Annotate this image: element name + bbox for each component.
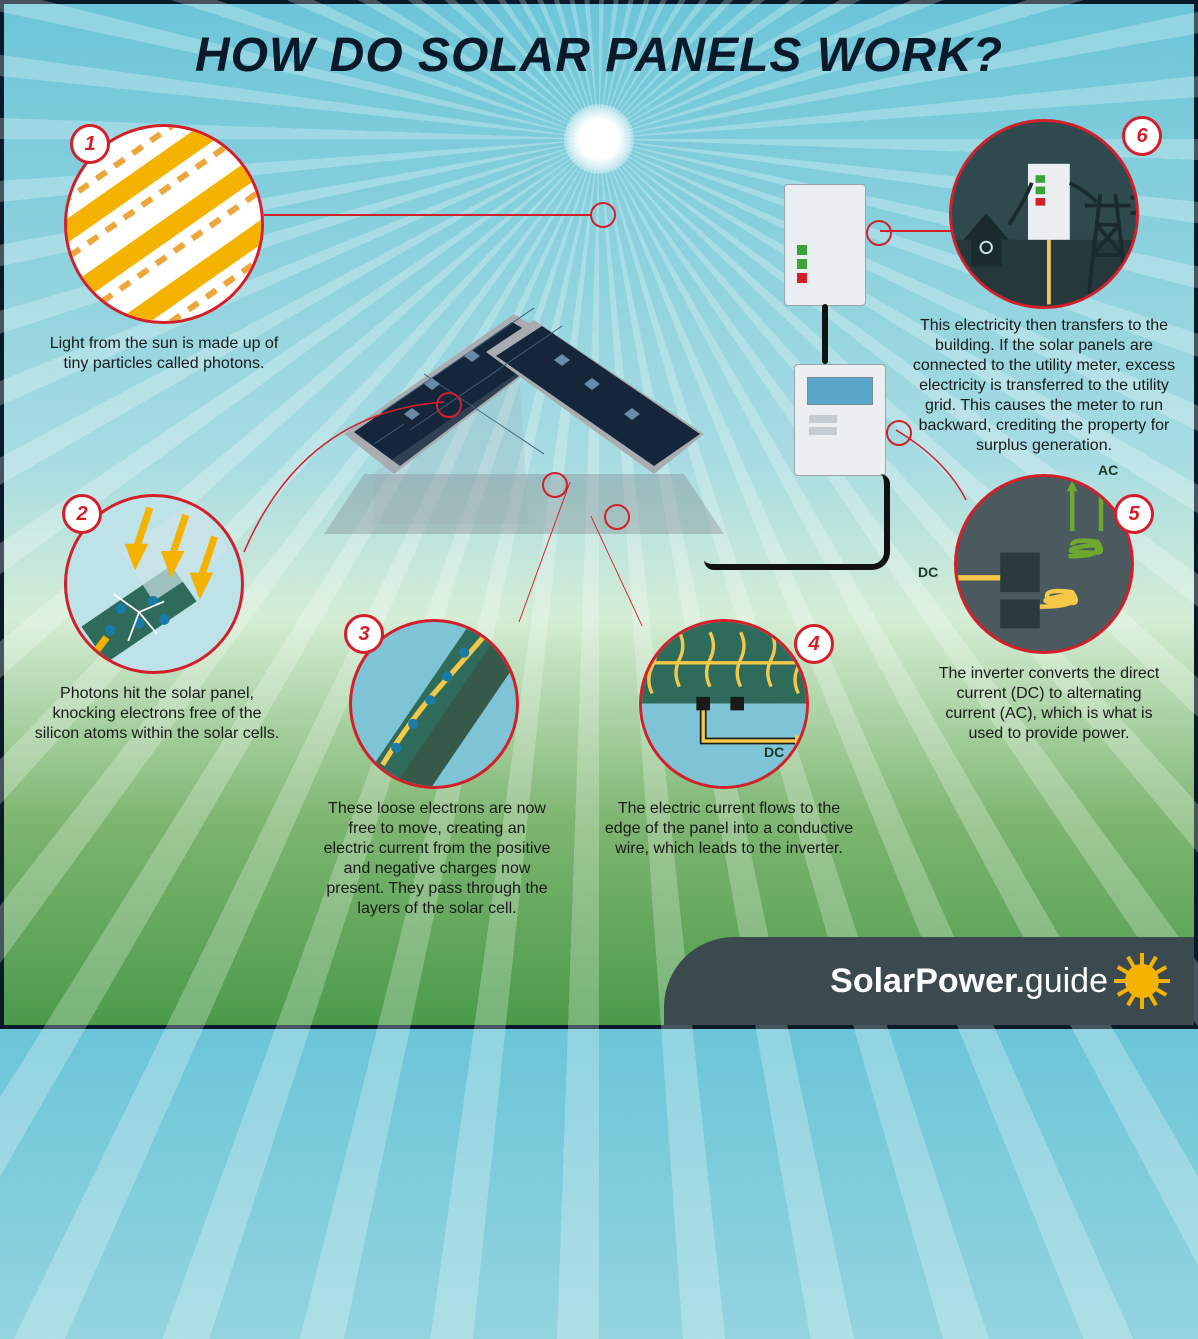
step-3-badge: 3 — [344, 614, 384, 654]
step-5-circle — [954, 474, 1134, 654]
brand-light: guide — [1025, 962, 1108, 1001]
step-6-badge: 6 — [1122, 116, 1162, 156]
step-4-caption: The electric current flows to the edge o… — [604, 799, 854, 859]
connector-6 — [880, 230, 952, 232]
step-5-ac-label: AC — [1098, 462, 1118, 478]
footer-brand: SolarPower.guide — [664, 937, 1194, 1025]
footer-sun-icon — [1116, 955, 1168, 1007]
step-5-badge: 5 — [1114, 494, 1154, 534]
connector-1 — [264, 214, 592, 216]
step-5-caption: The inverter converts the direct current… — [934, 664, 1164, 744]
connector-dot-sun — [590, 202, 616, 228]
cable-2 — [704, 474, 890, 570]
step-6-circle — [949, 119, 1139, 309]
brand-bold: SolarPower. — [830, 962, 1025, 1001]
step-1-badge: 1 — [70, 124, 110, 164]
meter-box-illustration — [784, 184, 866, 306]
inverter-box-illustration — [794, 364, 886, 476]
step-4-badge: 4 — [794, 624, 834, 664]
step-1-caption: Light from the sun is made up of tiny pa… — [44, 334, 284, 374]
step-2-badge: 2 — [62, 494, 102, 534]
step-6-caption: This electricity then transfers to the b… — [904, 316, 1184, 456]
step-4-circle — [639, 619, 809, 789]
step-2-caption: Photons hit the solar panel, knocking el… — [32, 684, 282, 744]
connector-2 — [244, 402, 444, 562]
step-3-caption: These loose electrons are now free to mo… — [322, 799, 552, 919]
connector-dot-6 — [866, 220, 892, 246]
cable-1 — [822, 304, 828, 364]
sun-icon — [564, 104, 634, 174]
page-title: HOW DO SOLAR PANELS WORK? — [4, 28, 1194, 83]
step-4-dc-label: DC — [764, 744, 784, 760]
step-5-dc-label: DC — [918, 564, 938, 580]
